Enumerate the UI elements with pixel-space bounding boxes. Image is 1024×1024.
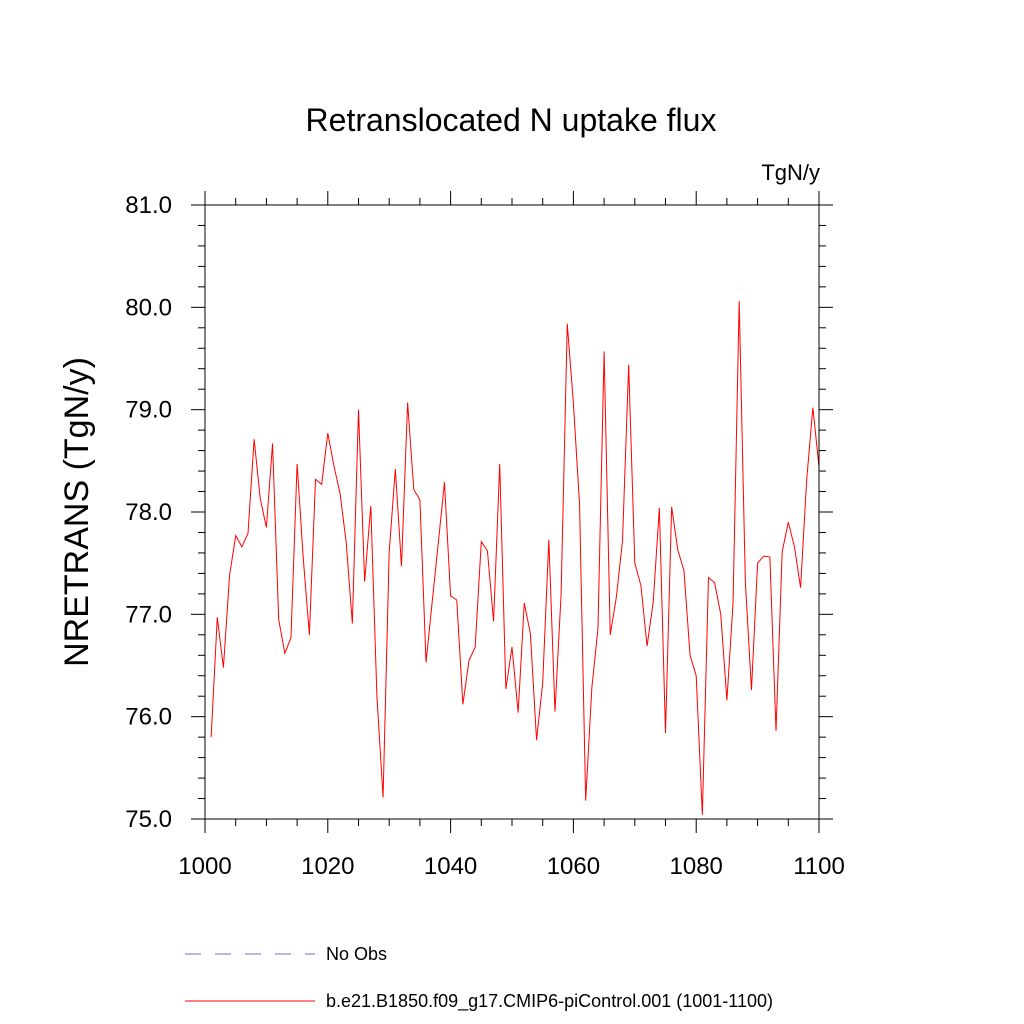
x-tick-label: 1080 [670, 853, 723, 880]
y-axis-label: NRETRANS (TgN/y) [58, 357, 96, 667]
legend: No Obs b.e21.B1850.f09_g17.CMIP6-piContr… [185, 944, 773, 1012]
series-line-model [210, 301, 820, 815]
axes: 1000 1020 1040 1060 1080 1100 75.0 76.0 77.0 78.0… [125, 191, 845, 880]
y-tick-label: 80.0 [125, 294, 172, 321]
plot-frame [204, 204, 820, 820]
x-tick-label: 1000 [178, 853, 231, 880]
y-tick-label: 75.0 [125, 806, 172, 833]
y-tick-label: 79.0 [125, 397, 172, 424]
legend-label-model: b.e21.B1850.f09_g17.CMIP6-piControl.001 … [326, 991, 773, 1012]
x-tick-label: 1040 [424, 853, 477, 880]
x-tick-label: 1020 [301, 853, 354, 880]
x-tick-label: 1100 [793, 853, 845, 880]
y-tick-label: 76.0 [125, 704, 172, 731]
units-label: TgN/y [761, 160, 820, 185]
chart-title: Retranslocated N uptake flux [306, 102, 717, 138]
series-layer [210, 301, 820, 815]
y-tick-label: 78.0 [125, 499, 172, 526]
legend-label-no-obs: No Obs [326, 944, 387, 964]
x-tick-label: 1060 [547, 853, 600, 880]
y-tick-label: 81.0 [125, 192, 172, 219]
y-tick-label: 77.0 [125, 601, 172, 628]
